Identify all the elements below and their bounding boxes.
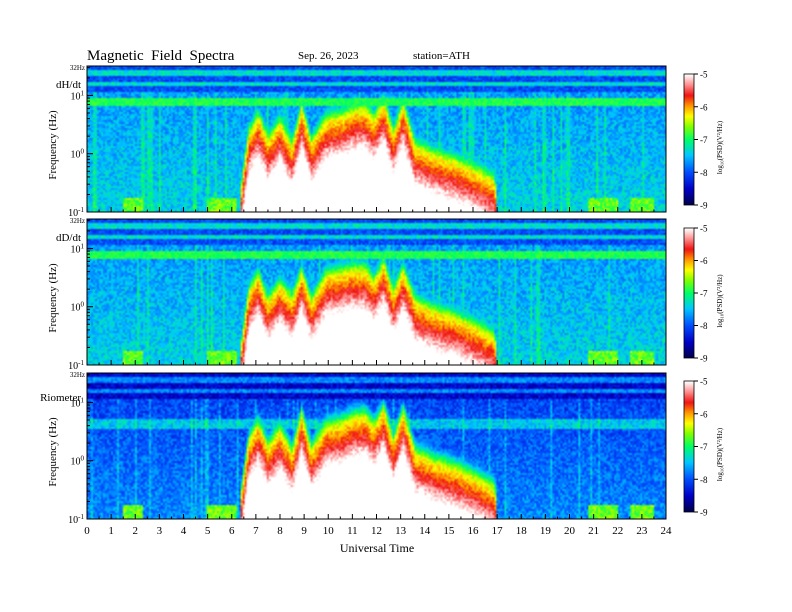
x-tick-label: 23 bbox=[636, 525, 648, 537]
colorbar-tick-label: -7 bbox=[700, 135, 708, 145]
colorbar-tick-label: -6 bbox=[700, 102, 708, 112]
colorbar-tick-label: -9 bbox=[700, 354, 708, 364]
x-tick-label: 24 bbox=[661, 525, 673, 537]
x-tick-label: 5 bbox=[205, 525, 211, 537]
y-tick-label: 101 bbox=[71, 89, 85, 102]
x-tick-label: 8 bbox=[277, 525, 283, 537]
y-axis-label: Frequency (Hz) bbox=[47, 110, 59, 180]
y-axis-label: Frequency (Hz) bbox=[47, 417, 59, 487]
panel-label: Riometer bbox=[40, 392, 81, 404]
x-tick-label: 10 bbox=[323, 525, 335, 537]
colorbar-tick-label: -8 bbox=[700, 321, 708, 331]
colorbar-tick-label: -6 bbox=[700, 256, 708, 266]
colorbar-label: log₁₀(PSD)(V²/Hz) bbox=[716, 274, 724, 328]
x-tick-label: 17 bbox=[492, 525, 504, 537]
x-tick-label: 16 bbox=[468, 525, 480, 537]
x-tick-label: 18 bbox=[516, 525, 528, 537]
panel-label: dH/dt bbox=[56, 79, 81, 91]
top-frequency-label: 32Hz bbox=[70, 64, 85, 72]
y-tick-label: 100 bbox=[71, 455, 85, 468]
colorbar-tick-label: -8 bbox=[700, 168, 708, 178]
figure-date: Sep. 26, 2023 bbox=[298, 50, 359, 62]
x-tick-label: 0 bbox=[84, 525, 90, 537]
y-tick-label: 101 bbox=[71, 396, 85, 409]
x-tick-label: 11 bbox=[347, 525, 358, 537]
x-tick-label: 7 bbox=[253, 525, 259, 537]
y-axis-label: Frequency (Hz) bbox=[47, 263, 59, 333]
colorbar bbox=[684, 381, 694, 512]
x-tick-label: 3 bbox=[157, 525, 163, 537]
x-tick-label: 6 bbox=[229, 525, 235, 537]
top-frequency-label: 32Hz bbox=[70, 217, 85, 225]
y-tick-label: 10-1 bbox=[68, 359, 84, 372]
colorbar-label: log₁₀(PSD)(V²/Hz) bbox=[716, 120, 724, 174]
x-tick-label: 22 bbox=[612, 525, 623, 537]
colorbar bbox=[684, 74, 694, 205]
x-tick-label: 12 bbox=[371, 525, 382, 537]
colorbar-tick-label: -6 bbox=[700, 409, 708, 419]
x-tick-label: 14 bbox=[419, 525, 431, 537]
colorbar-tick-label: -7 bbox=[700, 442, 708, 452]
colorbar-tick-label: -9 bbox=[700, 508, 708, 518]
colorbar-tick-label: -7 bbox=[700, 289, 708, 299]
x-tick-label: 20 bbox=[564, 525, 576, 537]
x-axis: 0 1 2 3 4 5 6 7 8 9 10 11 12 13 14 15 16 17 18 19 20 21 22 23 24 bbox=[84, 525, 672, 537]
x-tick-label: 19 bbox=[540, 525, 552, 537]
colorbar bbox=[684, 228, 694, 358]
x-tick-label: 1 bbox=[108, 525, 114, 537]
colorbar-tick-label: -5 bbox=[700, 224, 708, 234]
x-tick-label: 9 bbox=[301, 525, 307, 537]
y-tick-label: 100 bbox=[71, 301, 85, 314]
spectrogram-image bbox=[87, 66, 666, 212]
top-frequency-label: 32Hz bbox=[70, 371, 85, 379]
y-tick-label: 10-1 bbox=[68, 206, 84, 219]
y-tick-label: 100 bbox=[71, 148, 85, 161]
figure-title: Magnetic Field Spectra bbox=[87, 48, 235, 64]
x-tick-label: 13 bbox=[395, 525, 407, 537]
spectrogram-image bbox=[87, 373, 666, 519]
panel-label: dD/dt bbox=[56, 232, 81, 244]
y-tick-label: 10-1 bbox=[68, 513, 84, 526]
figure-station: station=ATH bbox=[413, 50, 470, 62]
colorbar-tick-label: -5 bbox=[700, 70, 708, 80]
x-axis-label: Universal Time bbox=[340, 541, 414, 555]
colorbar-label: log₁₀(PSD)(V²/Hz) bbox=[716, 427, 724, 481]
x-tick-label: 21 bbox=[588, 525, 599, 537]
x-tick-label: 4 bbox=[181, 525, 187, 537]
y-tick-label: 101 bbox=[71, 242, 85, 255]
colorbar-tick-label: -5 bbox=[700, 377, 708, 387]
spectrogram-image bbox=[87, 219, 666, 365]
colorbar-tick-label: -9 bbox=[700, 201, 708, 211]
colorbar-tick-label: -8 bbox=[700, 475, 708, 485]
x-tick-label: 15 bbox=[443, 525, 455, 537]
x-tick-label: 2 bbox=[133, 525, 139, 537]
